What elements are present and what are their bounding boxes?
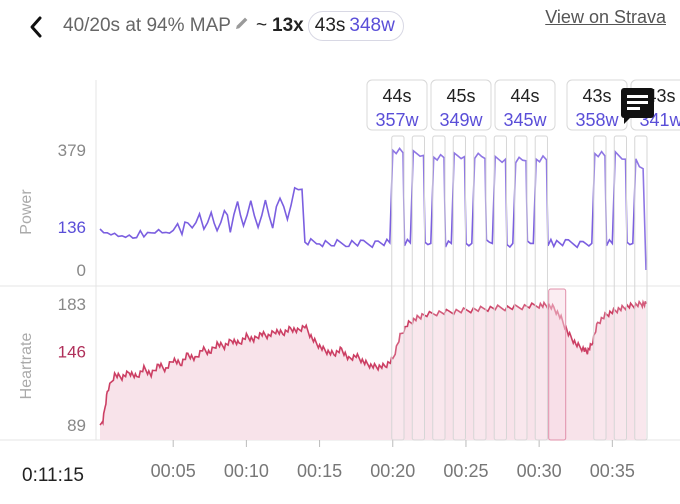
interval-highlight [411,135,426,441]
workout-title: 40/20s at 94% MAP [63,15,231,36]
heartrate-tick-label: 183 [58,295,86,314]
heartrate-tick-label: 146 [58,343,86,362]
x-tick-label: 00:35 [590,461,635,481]
interval-highlight [613,135,628,441]
x-tick-label: 00:25 [443,461,488,481]
interval-highlight [514,135,528,441]
interval-highlight [473,135,487,441]
interval-power: 345w [503,110,547,130]
interval-highlight [391,135,405,441]
interval-summary-badge: 43s 348w [307,11,404,41]
power-line [99,147,647,271]
back-button[interactable] [22,12,52,42]
avg-power: 348w [349,15,395,36]
header: 40/20s at 94% MAP ~ 13x 43s 348w View on… [0,0,680,64]
interval-highlight [634,135,648,441]
axis-labels: 00:05 00:10 00:15 00:20 00:25 00:30 00:35 0:11:… [18,141,635,486]
interval-duration: 44s [510,86,539,106]
selected-recovery-highlight [548,288,567,441]
x-tick-label: 00:30 [517,461,562,481]
avg-duration: 43s [314,15,346,36]
interval-duration: 43s [582,86,611,106]
interval-tooltip [430,79,492,131]
interval-highlight [452,135,466,441]
comment-icon[interactable] [621,88,654,124]
heartrate-line [99,299,647,427]
heartrate-area [100,301,646,440]
power-tick-label: 379 [58,141,86,160]
chevron-left-icon [30,16,42,38]
power-tick-label: 136 [58,218,86,237]
workout-chart[interactable]: 00:05 00:10 00:15 00:20 00:25 00:30 00:35 0:11:… [0,64,680,499]
rep-count: 13x [272,15,304,36]
power-axis-title: Power [18,189,35,235]
heartrate-chart [99,299,647,440]
interval-highlight [493,135,507,441]
interval-tooltip [366,79,428,131]
interval-duration: 44s [382,86,411,106]
tilde-separator: ~ [255,15,268,36]
interval-power: 349w [439,110,483,130]
interval-power: 358w [575,110,619,130]
heartrate-tick-label: 89 [67,416,86,435]
x-tick-label: 00:05 [151,461,196,481]
interval-power: 357w [375,110,419,130]
interval-tooltip [494,79,556,131]
chart-area: 00:05 00:10 00:15 00:20 00:25 00:30 00:35 0:11:… [0,64,680,499]
interval-highlight [534,135,548,441]
x-tick-label: 00:20 [370,461,415,481]
x-tick-label: 00:15 [297,461,342,481]
x-tick-label: 00:10 [224,461,269,481]
power-tick-label: 0 [77,261,86,280]
interval-highlights [391,135,648,441]
elapsed-time-readout: 0:11:15 [22,465,84,486]
pencil-icon[interactable] [234,15,250,37]
interval-duration: 45s [446,86,475,106]
interval-highlight [432,135,446,441]
workout-title-bar: 40/20s at 94% MAP ~ 13x 43s 348w [63,11,404,41]
power-chart [99,147,647,271]
interval-highlight [593,135,607,441]
heartrate-axis-title: Heartrate [18,333,35,400]
view-on-strava-link[interactable]: View on Strava [545,7,666,27]
